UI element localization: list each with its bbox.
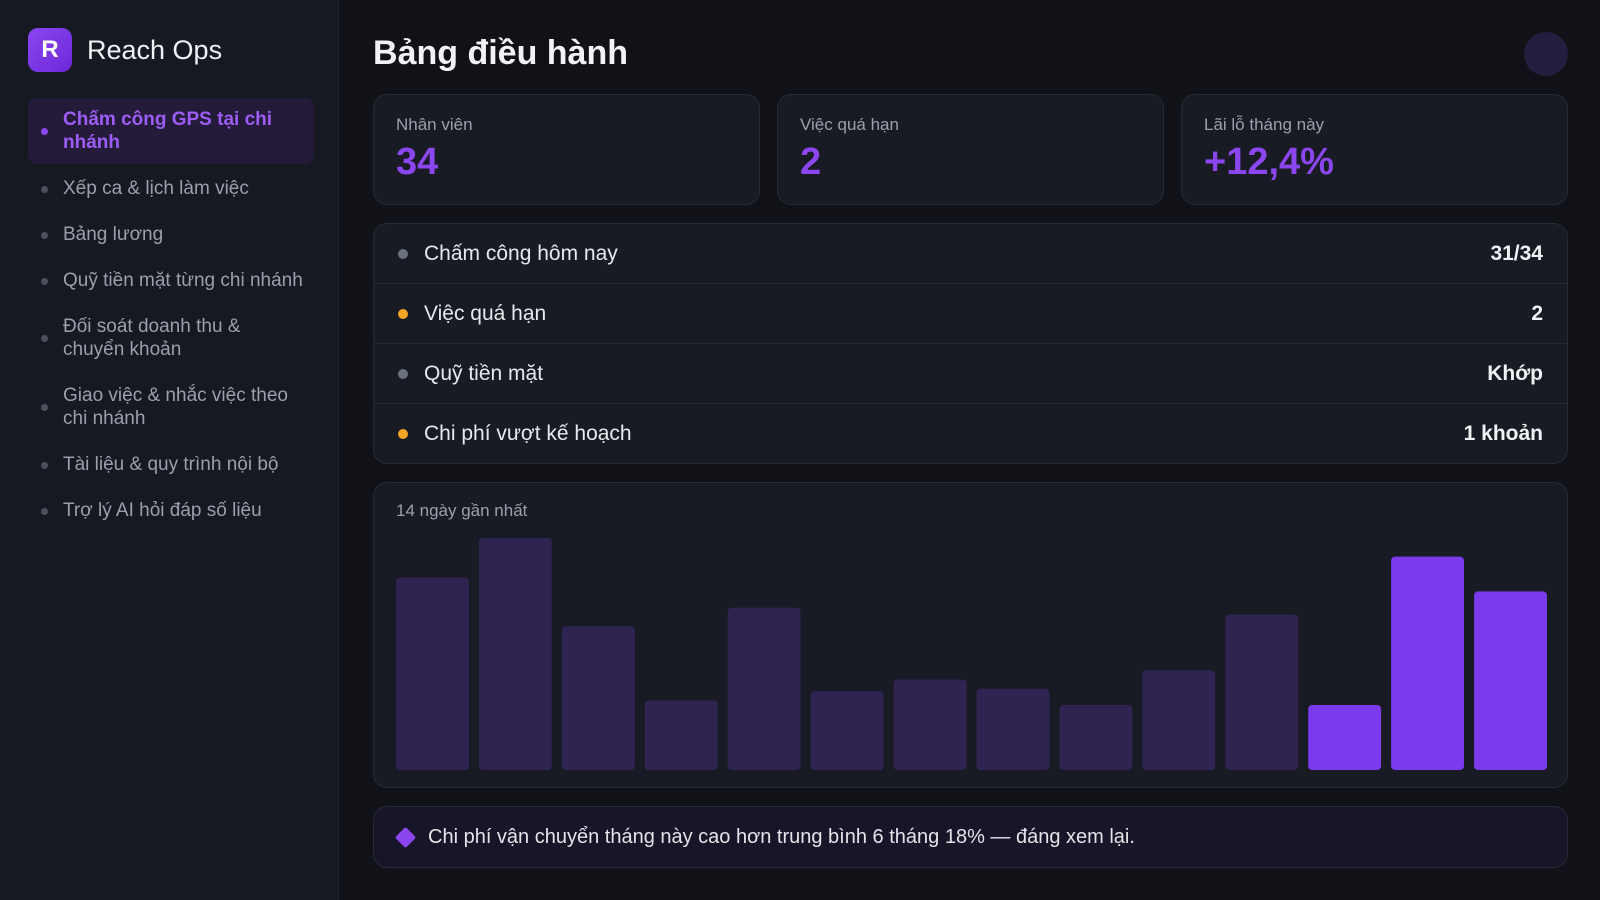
bar-chart (396, 538, 1547, 770)
sidebar-item-payroll[interactable]: Bảng lương (28, 213, 314, 256)
status-dot-icon (398, 429, 408, 439)
stat-card-overdue-tasks: Việc quá hạn 2 (777, 94, 1164, 205)
chart-bar (810, 691, 884, 770)
sidebar-item-documents[interactable]: Tài liệu & quy trình nội bộ (28, 443, 314, 486)
sidebar-item-label: Bảng lương (63, 224, 164, 245)
sidebar-item-cash-fund[interactable]: Quỹ tiền mặt từng chi nhánh (28, 259, 314, 302)
stat-label: Việc quá hạn (800, 115, 899, 134)
status-value: Khớp (1487, 361, 1543, 385)
status-label: Việc quá hạn (424, 301, 547, 325)
brand-logo: R (28, 28, 72, 72)
chart-bar (644, 700, 718, 770)
stat-label: Nhân viên (396, 115, 473, 134)
sidebar-item-reconciliation[interactable]: Đối soát doanh thu & chuyển khoản (28, 305, 314, 371)
status-row-overdue[interactable]: Việc quá hạn 2 (374, 284, 1567, 344)
chart-bar (561, 626, 635, 770)
chart-bar (1142, 670, 1216, 770)
chart-bar (976, 688, 1050, 770)
bullet-icon (41, 185, 48, 193)
stat-value: +12,4% (1204, 141, 1334, 183)
brand[interactable]: R Reach Ops (28, 28, 222, 72)
stats-row: Nhân viên 34 Việc quá hạn 2 Lãi lỗ tháng… (373, 94, 1568, 205)
bullet-icon (41, 128, 48, 135)
bullet-icon (41, 231, 48, 239)
chart-bar (1474, 591, 1547, 770)
stat-value: 2 (800, 141, 822, 183)
status-row-attendance[interactable]: Chấm công hôm nay 31/34 (374, 224, 1567, 284)
avatar[interactable] (1524, 32, 1568, 76)
sidebar-item-label: Quỹ tiền mặt từng chi nhánh (63, 270, 303, 291)
stat-value: 34 (396, 141, 439, 183)
chart-bar (1225, 614, 1299, 770)
status-label: Chi phí vượt kế hoạch (424, 422, 632, 445)
chart-card: 14 ngày gần nhất (373, 482, 1568, 788)
sidebar-item-label: Chấm công GPS tại chi nhánh (63, 109, 273, 153)
sidebar-item-label: Tài liệu & quy trình nội bộ (63, 454, 279, 475)
chart-title: 14 ngày gần nhất (396, 501, 528, 520)
status-value: 31/34 (1490, 241, 1543, 265)
status-dot-icon (398, 368, 408, 379)
status-value: 2 (1531, 301, 1543, 325)
chart-bar (1391, 556, 1464, 770)
sidebar-item-shift-schedule[interactable]: Xếp ca & lịch làm việc (28, 167, 314, 210)
sidebar-item-label: Xếp ca & lịch làm việc (63, 178, 249, 199)
chart-bar (1308, 705, 1382, 770)
sidebar-nav: Chấm công GPS tại chi nhánh Xếp ca & lịc… (28, 98, 314, 535)
bullet-icon (41, 404, 48, 411)
stat-label: Lãi lỗ tháng này (1204, 115, 1325, 134)
status-label: Quỹ tiền mặt (424, 361, 544, 385)
bullet-icon (41, 461, 48, 469)
brand-name: Reach Ops (87, 34, 223, 65)
chart-bar (893, 679, 967, 770)
chart-bar (1059, 705, 1133, 770)
stat-card-profit-loss: Lãi lỗ tháng này +12,4% (1181, 94, 1568, 205)
status-list: Chấm công hôm nay 31/34 Việc quá hạn 2 Q… (373, 223, 1568, 464)
status-dot-icon (398, 308, 408, 319)
sidebar-item-ai-assistant[interactable]: Trợ lý AI hỏi đáp số liệu (28, 489, 314, 532)
insight-text: Chi phí vận chuyển tháng này cao hơn tru… (428, 826, 1135, 848)
chart-bar (727, 607, 801, 770)
sidebar-item-label: Trợ lý AI hỏi đáp số liệu (63, 500, 262, 521)
status-row-cash-fund[interactable]: Quỹ tiền mặt Khớp (374, 344, 1567, 404)
diamond-icon (394, 826, 417, 849)
sidebar-item-tasks[interactable]: Giao việc & nhắc việc theo chi nhánh (28, 374, 314, 440)
chart-bar (478, 538, 552, 770)
bullet-icon (41, 507, 48, 515)
status-label: Chấm công hôm nay (424, 241, 618, 265)
status-dot-icon (398, 248, 408, 259)
stat-card-employees: Nhân viên 34 (373, 94, 760, 205)
page-title: Bảng điều hành (373, 34, 628, 72)
chart-bar (396, 577, 469, 770)
bullet-icon (41, 277, 48, 285)
status-value: 1 khoản (1463, 422, 1543, 445)
status-row-over-budget[interactable]: Chi phí vượt kế hoạch 1 khoản (374, 404, 1567, 463)
insight-banner: Chi phí vận chuyển tháng này cao hơn tru… (373, 806, 1568, 868)
sidebar-item-label: Đối soát doanh thu & chuyển khoản (63, 316, 241, 360)
sidebar: R Reach Ops Chấm công GPS tại chi nhánh … (0, 0, 339, 900)
sidebar-item-label: Giao việc & nhắc việc theo chi nhánh (63, 385, 288, 429)
bullet-icon (41, 335, 48, 342)
sidebar-item-gps-attendance[interactable]: Chấm công GPS tại chi nhánh (28, 98, 314, 164)
